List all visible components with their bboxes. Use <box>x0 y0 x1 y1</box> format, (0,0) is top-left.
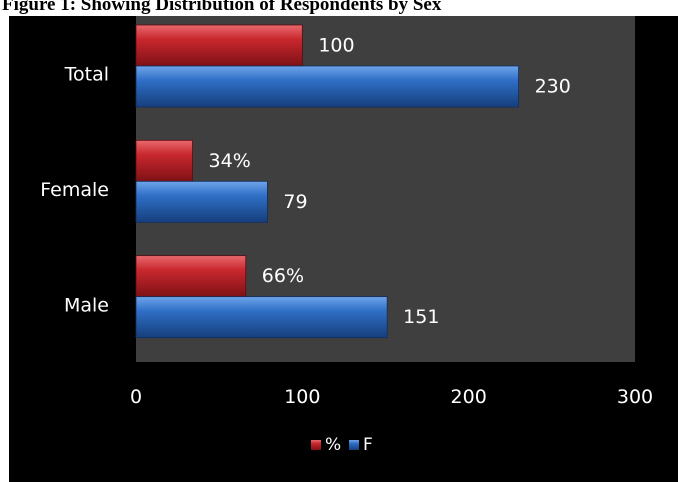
category-label: Female <box>40 179 109 201</box>
x-tick-label: 300 <box>617 386 653 408</box>
bar-percent <box>135 24 303 67</box>
legend: % F <box>311 435 373 455</box>
bar-chart: 66% 151 34% 79 100 230 Male Female Total 0 100 20… <box>40 16 653 455</box>
x-tick-label: 100 <box>284 386 320 408</box>
x-tick-label: 0 <box>130 386 142 408</box>
bar-percent <box>135 255 247 298</box>
legend-label-f: F <box>363 435 373 455</box>
data-label: 66% <box>262 265 304 287</box>
category-label: Male <box>64 294 109 316</box>
x-tick-label: 200 <box>451 386 487 408</box>
legend-swatch-percent <box>311 440 321 450</box>
x-axis-ticks: 0 100 200 300 <box>130 386 653 408</box>
data-label: 100 <box>318 35 354 57</box>
chart-area: 66% 151 34% 79 100 230 Male Female Total 0 100 20… <box>9 16 678 482</box>
bar-f <box>135 180 268 223</box>
bar-f <box>135 65 519 108</box>
bar-percent <box>135 139 193 182</box>
category-label: Total <box>64 64 109 86</box>
bars-layer: 66% 151 34% 79 100 230 <box>135 24 571 339</box>
legend-swatch-f <box>349 440 359 450</box>
legend-label-percent: % <box>325 435 341 455</box>
figure-title: Figure 1: Showing Distribution of Respon… <box>2 0 442 15</box>
category-labels: Male Female Total <box>40 64 109 317</box>
data-label: 230 <box>535 76 571 98</box>
data-label: 34% <box>209 150 251 172</box>
bar-f <box>135 296 388 339</box>
data-label: 151 <box>403 306 439 328</box>
data-label: 79 <box>283 191 307 213</box>
